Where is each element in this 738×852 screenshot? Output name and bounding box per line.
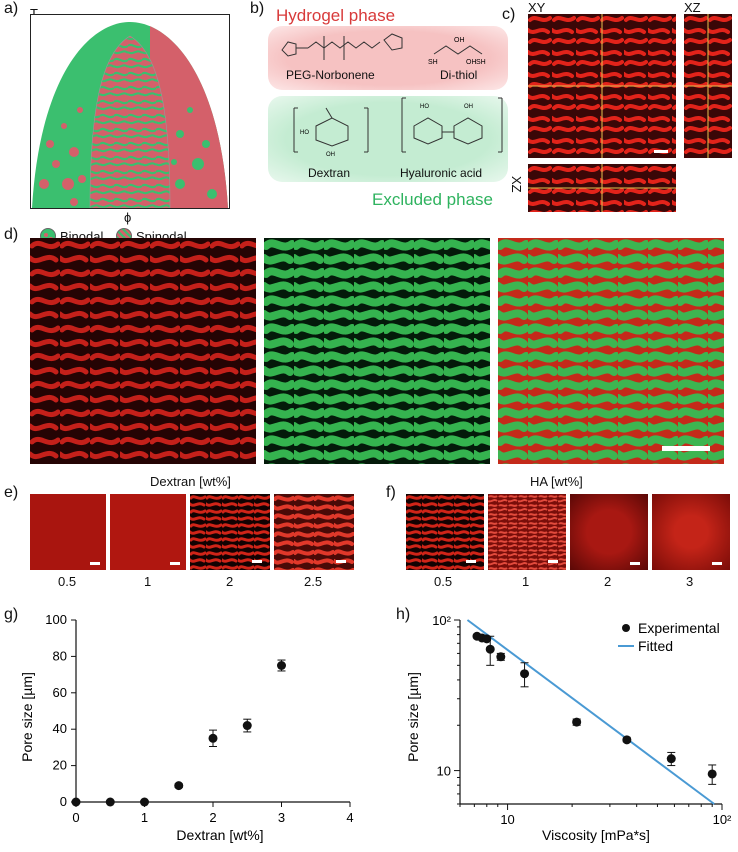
- chart-h-point: [520, 669, 530, 679]
- svg-text:HO: HO: [420, 104, 429, 110]
- peg-norbonene-structure: [281, 33, 403, 60]
- svg-text:SH: SH: [476, 59, 486, 66]
- svg-text:OH: OH: [454, 37, 465, 44]
- chart-g-ytick-label: 60: [53, 685, 67, 700]
- panel-d-label: d): [4, 226, 19, 243]
- panel-h-label: h): [396, 606, 411, 623]
- hyaluronic-acid-label: Hyaluronic acid: [400, 166, 483, 180]
- chart-g-ytick-label: 80: [53, 648, 67, 663]
- panel-c-label: c): [502, 6, 516, 23]
- svg-text:OH: OH: [326, 152, 335, 158]
- chart-g-point: [105, 797, 115, 807]
- xz-micrograph-side: [684, 14, 732, 158]
- chart-g-point: [140, 797, 149, 807]
- chart-g-xtick-label: 3: [278, 810, 285, 825]
- chart-g-ytick-label: 40: [53, 721, 67, 736]
- view-xz-label-top: XZ: [684, 0, 701, 15]
- phase-diagram: [30, 14, 230, 209]
- dextran-tile-2-5: [274, 494, 354, 570]
- svg-text:SH: SH: [428, 59, 438, 66]
- chart-g-ytick-label: 0: [60, 794, 67, 809]
- panel-e-title: Dextran [wt%]: [150, 474, 231, 489]
- legend-experimental-marker: [622, 624, 630, 632]
- panel-f-title: HA [wt%]: [530, 474, 583, 489]
- ha-tile-3: [652, 494, 730, 570]
- chart-h-xtick-label: 10: [500, 812, 514, 827]
- excluded-phase-box: [268, 96, 508, 182]
- dextran-value-3: 2.5: [304, 574, 323, 589]
- chart-h-point: [622, 735, 632, 745]
- view-xy-label: XY: [528, 0, 546, 15]
- chart-h-point: [666, 754, 676, 764]
- chart-g-xtick-label: 1: [141, 810, 148, 825]
- chart-g-xtick-label: 0: [72, 810, 79, 825]
- legend-fitted-label: Fitted: [638, 638, 673, 654]
- excluded-phase-title: Excluded phase: [372, 190, 493, 209]
- di-thiol-label: Di-thiol: [440, 68, 478, 82]
- chart-h-xtick-label: 10²: [713, 812, 732, 827]
- chart-g-xtick-label: 2: [209, 810, 216, 825]
- dextran-tile-0-5: [30, 494, 106, 570]
- chart-h-ylabel: Pore size [µm]: [405, 672, 421, 762]
- ha-value-2: 2: [604, 574, 612, 589]
- peg-norbonene-label: PEG-Norbonene: [286, 68, 375, 82]
- ha-tile-1: [488, 494, 566, 570]
- dextran-value-2: 2: [226, 574, 234, 589]
- dextran-label: Dextran: [308, 166, 351, 180]
- ha-tile-0-5: [406, 494, 484, 570]
- ha-tile-2: [570, 494, 648, 570]
- dextran-tile-1: [110, 494, 186, 570]
- hydrogel-phase-title: Hydrogel phase: [276, 6, 396, 25]
- chart-g-point: [71, 797, 81, 807]
- view-xz-label-bottom: XZ: [509, 176, 524, 193]
- chart-h-ytick-label: 10: [437, 764, 451, 779]
- dextran-value-1: 1: [144, 574, 152, 589]
- panel-e-label: e): [4, 484, 19, 501]
- chart-h-xlabel: Viscosity [mPa*s]: [542, 827, 650, 843]
- xz-micrograph-bottom: [528, 164, 676, 212]
- chart-g-point: [174, 781, 184, 791]
- chart-h-point: [496, 652, 506, 662]
- legend-experimental-label: Experimental: [638, 620, 720, 636]
- svg-text:HO: HO: [300, 130, 309, 136]
- chart-g-point: [242, 721, 252, 731]
- dextran-value-0: 0.5: [58, 574, 77, 589]
- dextran-structure: HO OH: [293, 107, 369, 158]
- chart-g-point: [208, 733, 218, 743]
- chart-g-ytick-label: 20: [53, 758, 67, 773]
- panel-a-axis-t: T: [30, 6, 38, 21]
- ha-value-0: 0.5: [434, 574, 453, 589]
- chart-h-ytick-label: 10²: [432, 613, 451, 628]
- panel-b-label: b): [250, 0, 265, 17]
- hyaluronic-acid-structure: HO OH: [401, 97, 503, 153]
- micrograph-merged-channel: [498, 238, 724, 464]
- chart-h: 10 10 10² 10² Viscosity [mPa*s] Pore size […: [405, 613, 732, 843]
- chart-g-ylabel: Pore size [µm]: [19, 672, 35, 762]
- chart-h-point: [485, 644, 495, 654]
- chart-g-xlabel: Dextran [wt%]: [176, 827, 263, 843]
- panel-a-axis-phi: ϕ: [124, 210, 132, 225]
- panel-g-label: g): [4, 606, 19, 623]
- di-thiol-structure: SH SH OH OH: [428, 37, 486, 66]
- chart-g-ytick-label: 100: [45, 612, 67, 627]
- svg-text:OH: OH: [466, 59, 477, 66]
- chart-g-point: [277, 661, 286, 670]
- chart-g-xtick-label: 4: [346, 810, 353, 825]
- ha-value-1: 1: [522, 574, 530, 589]
- xy-micrograph: [528, 14, 676, 158]
- panel-a-label: a): [4, 0, 19, 17]
- ha-value-3: 3: [686, 574, 694, 589]
- chart-h-point: [707, 769, 717, 779]
- micrograph-red-channel: [30, 238, 256, 464]
- svg-text:OH: OH: [464, 104, 473, 110]
- dextran-tile-2: [190, 494, 270, 570]
- chart-h-point: [572, 717, 582, 727]
- micrograph-green-channel: [264, 238, 490, 464]
- chart-h-fitted-line: [466, 619, 715, 805]
- panel-f-label: f): [386, 484, 396, 501]
